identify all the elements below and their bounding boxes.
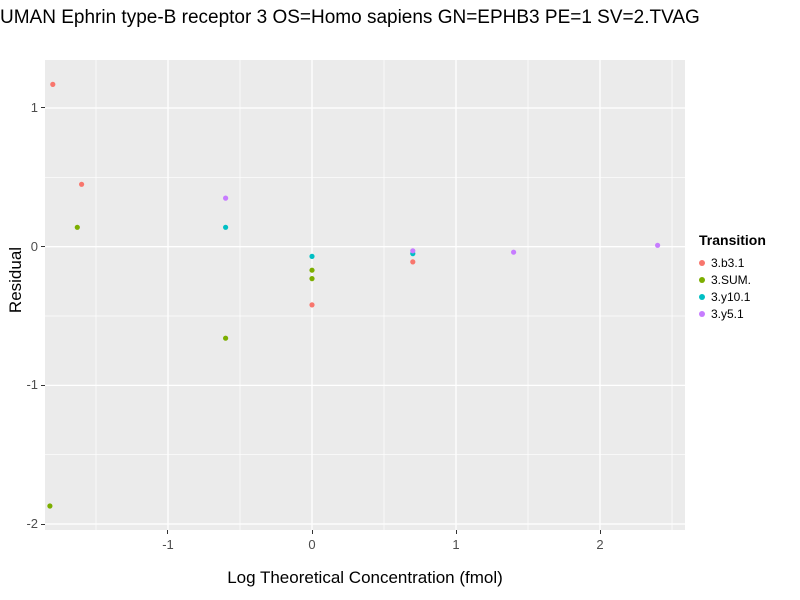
data-point-3.SUM. [223,335,229,341]
x-tick-label: 1 [452,537,460,552]
legend-item-3.y5.1: 3.y5.1 [699,305,799,322]
x-tick-label: -1 [162,537,174,552]
x-tick-mark [311,530,313,534]
y-tick-mark [41,246,45,248]
x-tick-label: 0 [308,537,316,552]
y-tick-label: -2 [26,516,38,532]
data-point-3.y5.1 [511,249,517,255]
legend-item-3.SUM.: 3.SUM. [699,271,799,288]
legend-key-dot [699,293,705,300]
plot-title: UMAN Ephrin type-B receptor 3 OS=Homo sa… [0,7,700,28]
data-point-3.SUM. [309,267,315,273]
legend-label: 3.y5.1 [711,306,744,321]
legend: Transition 3.b3.1 3.SUM. 3.y10.1 3.y5.1 [699,232,799,322]
legend-label: 3.y10.1 [711,289,751,304]
data-point-3.b3.1 [79,181,85,187]
data-point-3.y5.1 [655,242,661,248]
data-point-3.y10.1 [223,224,229,230]
legend-key-dot [699,276,705,283]
y-tick-label: 1 [30,99,38,115]
data-point-3.SUM. [74,224,80,230]
x-tick-mark [455,530,457,534]
data-point-3.y5.1 [410,248,416,254]
y-tick-mark [41,384,45,386]
y-tick-label: -1 [26,377,38,393]
data-point-3.SUM. [47,503,53,509]
plot-canvas [45,60,685,530]
data-point-3.b3.1 [309,302,315,308]
data-point-3.SUM. [309,276,315,282]
legend-item-3.y10.1: 3.y10.1 [699,288,799,305]
data-point-3.b3.1 [50,81,56,87]
legend-key-dot [699,310,705,317]
legend-items: 3.b3.1 3.SUM. 3.y10.1 3.y5.1 [699,254,799,322]
legend-key-dot [699,259,705,266]
legend-item-3.b3.1: 3.b3.1 [699,254,799,271]
x-tick-mark [167,530,169,534]
legend-label: 3.b3.1 [711,255,745,270]
data-point-3.b3.1 [410,259,416,265]
y-axis-label: Residual [6,246,25,314]
data-point-3.y10.1 [309,253,315,259]
plot-panel [45,60,685,530]
x-tick-label: 2 [596,537,604,552]
x-tick-mark [599,530,601,534]
legend-label: 3.SUM. [711,272,752,287]
y-tick-mark [41,107,45,109]
y-tick-mark [41,523,45,525]
y-tick-label: 0 [30,238,38,254]
legend-title: Transition [699,232,766,248]
x-axis-label: Log Theoretical Concentration (fmol) [227,568,503,587]
data-point-3.y5.1 [223,195,229,201]
